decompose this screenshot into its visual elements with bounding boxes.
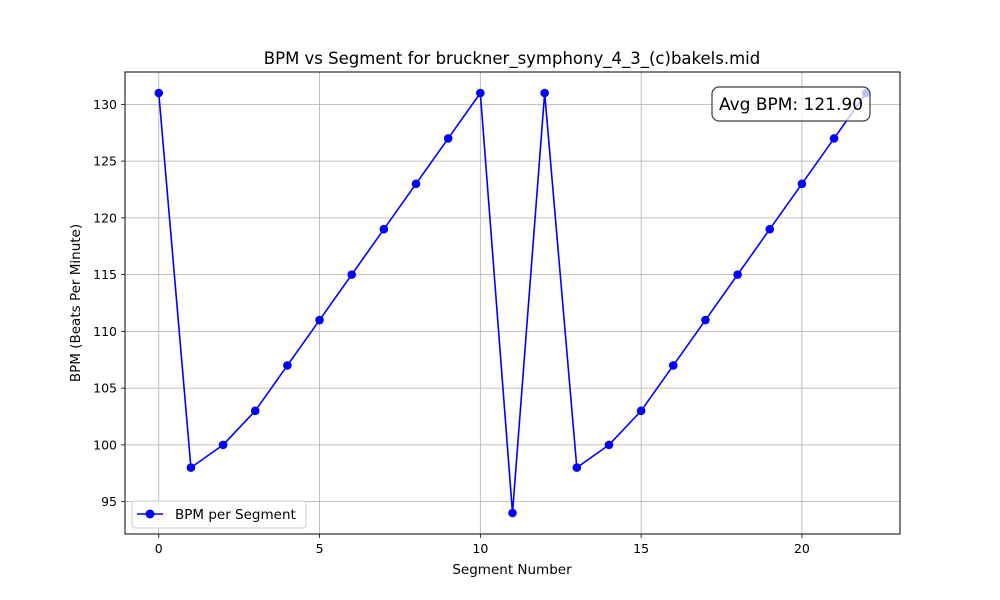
legend-marker xyxy=(145,509,155,519)
data-point xyxy=(765,224,775,234)
y-tick-label: 105 xyxy=(93,381,117,396)
data-point xyxy=(347,270,357,279)
y-axis-label: BPM (Beats Per Minute) xyxy=(68,224,84,382)
data-point xyxy=(540,88,549,98)
data-point xyxy=(476,88,485,98)
y-tick-label: 125 xyxy=(93,154,117,169)
data-point xyxy=(668,361,678,370)
axis-ticks: 0 5 10 15 20 95 100 105 110 115 120 125 130 xyxy=(93,97,810,556)
average-annotation: Avg BPM: 121.90 xyxy=(711,86,871,122)
data-point xyxy=(636,406,646,416)
data-point xyxy=(186,463,196,472)
annotation-text: Avg BPM: 121.90 xyxy=(719,95,863,115)
annotation-box xyxy=(711,86,871,122)
data-point xyxy=(411,179,421,189)
data-point xyxy=(218,440,228,450)
data-point xyxy=(315,315,324,325)
y-tick-label: 110 xyxy=(93,324,117,339)
legend-box xyxy=(131,500,307,529)
x-tick-label: 10 xyxy=(472,541,488,556)
plot-frame xyxy=(124,71,901,535)
data-point xyxy=(797,179,807,189)
data-point xyxy=(443,134,453,143)
x-axis-label: Segment Number xyxy=(452,562,572,578)
x-tick-label: 20 xyxy=(794,541,810,556)
x-tick-label: 15 xyxy=(633,541,649,556)
chart-title: BPM vs Segment for bruckner_symphony_4_3… xyxy=(264,49,760,69)
y-tick-label: 100 xyxy=(93,437,117,452)
data-point xyxy=(604,440,614,450)
series-layer xyxy=(154,88,871,518)
data-point xyxy=(829,134,839,143)
grid-lines xyxy=(125,72,900,534)
data-point xyxy=(733,270,742,279)
data-point xyxy=(701,315,710,325)
y-tick-label: 130 xyxy=(93,97,117,112)
legend-label: BPM per Segment xyxy=(175,507,296,523)
data-point xyxy=(283,361,292,370)
data-point xyxy=(250,406,260,416)
y-tick-label: 115 xyxy=(93,267,117,282)
data-point xyxy=(154,88,164,98)
y-tick-label: 95 xyxy=(101,494,117,509)
legend: BPM per Segment xyxy=(131,500,307,529)
x-tick-label: 0 xyxy=(155,541,163,556)
x-tick-label: 5 xyxy=(316,541,324,556)
data-point xyxy=(508,508,517,518)
data-point xyxy=(572,463,582,472)
y-tick-label: 120 xyxy=(93,210,117,225)
data-point xyxy=(379,224,389,234)
